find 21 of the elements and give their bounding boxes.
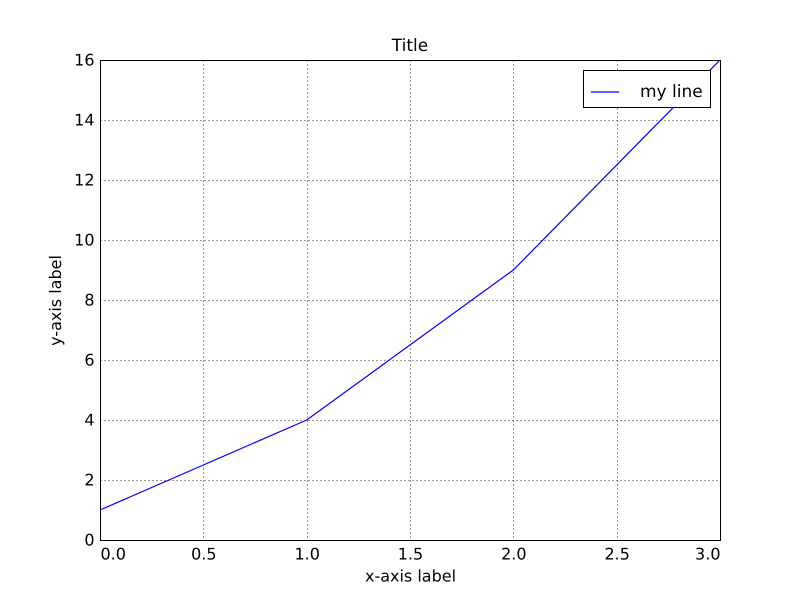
x-tick-label: 1.5 bbox=[398, 544, 424, 564]
x-tick-label: 2.0 bbox=[501, 544, 527, 564]
line-series bbox=[100, 60, 720, 511]
y-tick-label: 8 bbox=[84, 290, 94, 310]
y-tick-label: 0 bbox=[84, 530, 94, 550]
y-tick-label: 12 bbox=[74, 170, 94, 190]
y-tick-label: 2 bbox=[84, 470, 94, 490]
chart-title: Title bbox=[390, 36, 428, 56]
x-tick-label: 3.0 bbox=[695, 544, 720, 564]
y-tick-label: 4 bbox=[84, 410, 94, 430]
x-tick-label: 2.5 bbox=[604, 544, 630, 564]
x-tick-label: 0.5 bbox=[191, 544, 217, 564]
x-axis-title: x-axis label bbox=[364, 566, 456, 586]
legend-label: my line bbox=[640, 82, 703, 102]
y-tick-label: 16 bbox=[74, 50, 94, 70]
y-tick-label: 10 bbox=[74, 230, 94, 250]
y-tick-label: 14 bbox=[74, 110, 94, 130]
y-axis-title: y-axis label bbox=[46, 255, 66, 346]
y-tick-label: 6 bbox=[84, 350, 94, 370]
x-tick-label: 0.0 bbox=[100, 544, 126, 564]
x-tick-label: 1.0 bbox=[294, 544, 320, 564]
